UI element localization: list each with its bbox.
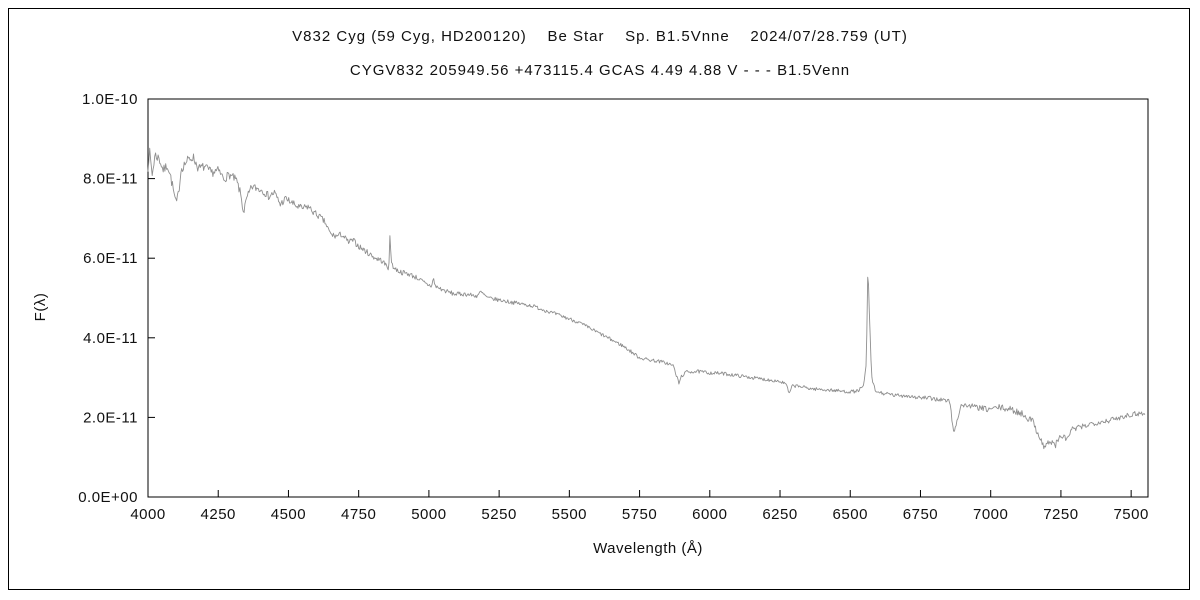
x-tick-label: 4250 bbox=[201, 506, 236, 523]
x-tick-label: 7000 bbox=[973, 506, 1008, 523]
y-tick-label: 0.0E+00 bbox=[78, 489, 138, 506]
x-tick-label: 4500 bbox=[271, 506, 306, 523]
figure-border bbox=[8, 8, 1190, 590]
x-tick-label: 5250 bbox=[481, 506, 516, 523]
plot-border bbox=[147, 98, 1149, 498]
x-tick-label: 6750 bbox=[903, 506, 938, 523]
x-tick-label: 7250 bbox=[1043, 506, 1078, 523]
x-tick-label: 6000 bbox=[692, 506, 727, 523]
y-tick-label: 8.0E-11 bbox=[83, 171, 138, 188]
y-tick-label: 4.0E-11 bbox=[83, 330, 138, 347]
y-tick-label: 1.0E-10 bbox=[82, 91, 138, 108]
x-tick-label: 6250 bbox=[762, 506, 797, 523]
spectrum-title: V832 Cyg (59 Cyg, HD200120) Be Star Sp. … bbox=[292, 28, 908, 45]
x-tick-label: 4750 bbox=[341, 506, 376, 523]
spectrum-line bbox=[147, 147, 1146, 450]
x-tick-label: 4000 bbox=[130, 506, 165, 523]
x-axis-label: Wavelength (Å) bbox=[593, 540, 703, 557]
y-tick-label: 2.0E-11 bbox=[83, 409, 138, 426]
y-tick-label: 6.0E-11 bbox=[83, 250, 138, 267]
x-tick-label: 6500 bbox=[833, 506, 868, 523]
x-tick-label: 5500 bbox=[552, 506, 587, 523]
x-tick-label: 5000 bbox=[411, 506, 446, 523]
x-tick-label: 7500 bbox=[1113, 506, 1148, 523]
spectrum-subtitle: CYGV832 205949.56 +473115.4 GCAS 4.49 4.… bbox=[349, 62, 851, 79]
x-tick-label: 5750 bbox=[622, 506, 657, 523]
